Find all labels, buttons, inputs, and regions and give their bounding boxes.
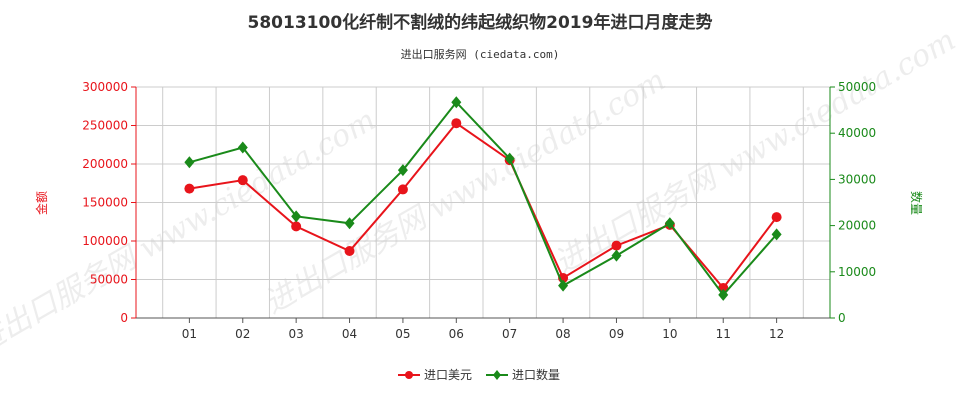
data-point-amount (451, 118, 462, 129)
y-right-tick-label: 0 (838, 311, 846, 325)
x-tick-label: 12 (769, 327, 784, 341)
y-right-tick-label: 40000 (838, 126, 876, 140)
data-point-quantity (718, 288, 729, 301)
data-point-quantity (504, 152, 515, 165)
legend: 进口美元 进口数量 (398, 367, 560, 382)
data-point-quantity (237, 141, 248, 154)
data-point-amount (291, 221, 302, 232)
y-right-tick-label: 30000 (838, 172, 876, 186)
data-point-amount (344, 246, 355, 257)
x-tick-label: 03 (289, 327, 304, 341)
y-right-axis-label: 数量 (909, 191, 924, 215)
x-tick-label: 08 (555, 327, 570, 341)
legend-label-amount: 进口美元 (424, 368, 472, 382)
series-layer (184, 96, 782, 301)
y-right-tick-label: 50000 (838, 80, 876, 94)
x-tick-label: 07 (502, 327, 517, 341)
legend-label-quantity: 进口数量 (512, 367, 560, 382)
data-point-quantity (344, 217, 355, 230)
x-tick-label: 10 (662, 327, 677, 341)
data-point-quantity (291, 210, 302, 223)
y-left-tick-label: 200000 (82, 157, 128, 171)
data-point-quantity (558, 279, 569, 292)
y-left-tick-label: 300000 (82, 80, 128, 94)
legend-marker-quantity (493, 370, 501, 380)
y-left-tick-label: 150000 (82, 196, 128, 210)
data-point-amount (397, 184, 408, 195)
data-point-amount (237, 175, 248, 186)
x-tick-label: 05 (395, 327, 410, 341)
data-point-quantity (664, 217, 675, 230)
data-point-quantity (397, 164, 408, 177)
data-point-quantity (611, 249, 622, 262)
legend-marker-amount (405, 371, 413, 379)
x-tick-label: 01 (182, 327, 197, 341)
y-left-tick-label: 100000 (82, 234, 128, 248)
data-point-quantity (771, 228, 782, 241)
x-tick-label: 06 (449, 327, 464, 341)
y-right-tick-label: 10000 (838, 265, 876, 279)
x-tick-label: 09 (609, 327, 624, 341)
x-tick-label: 04 (342, 327, 357, 341)
y-left-tick-label: 0 (120, 311, 128, 325)
x-tick-label: 11 (716, 327, 731, 341)
axes: 0500001000001500002000002500003000000100… (82, 80, 876, 341)
data-point-quantity (184, 156, 195, 169)
chart-subtitle: 进出口服务网 (ciedata.com) (401, 47, 560, 61)
data-point-amount (611, 240, 622, 251)
y-left-tick-label: 50000 (90, 273, 128, 287)
grid-lines (136, 86, 830, 319)
data-point-quantity (451, 96, 462, 109)
chart-title: 58013100化纤制不割绒的纬起绒织物2019年进口月度走势 (248, 12, 713, 33)
watermark-text: 进出口服务网 www.ciedata.com (549, 22, 960, 281)
data-point-amount (771, 212, 782, 223)
watermark-text: 进出口服务网 www.ciedata.com (259, 62, 672, 321)
x-tick-label: 02 (235, 327, 250, 341)
series-line-quantity (189, 100, 778, 297)
y-left-axis-label: 金额 (34, 191, 49, 215)
data-point-amount (184, 183, 195, 194)
y-right-tick-label: 20000 (838, 219, 876, 233)
watermark-text: 进出口服务网 www.ciedata.com (0, 102, 382, 361)
y-left-tick-label: 250000 (82, 119, 128, 133)
